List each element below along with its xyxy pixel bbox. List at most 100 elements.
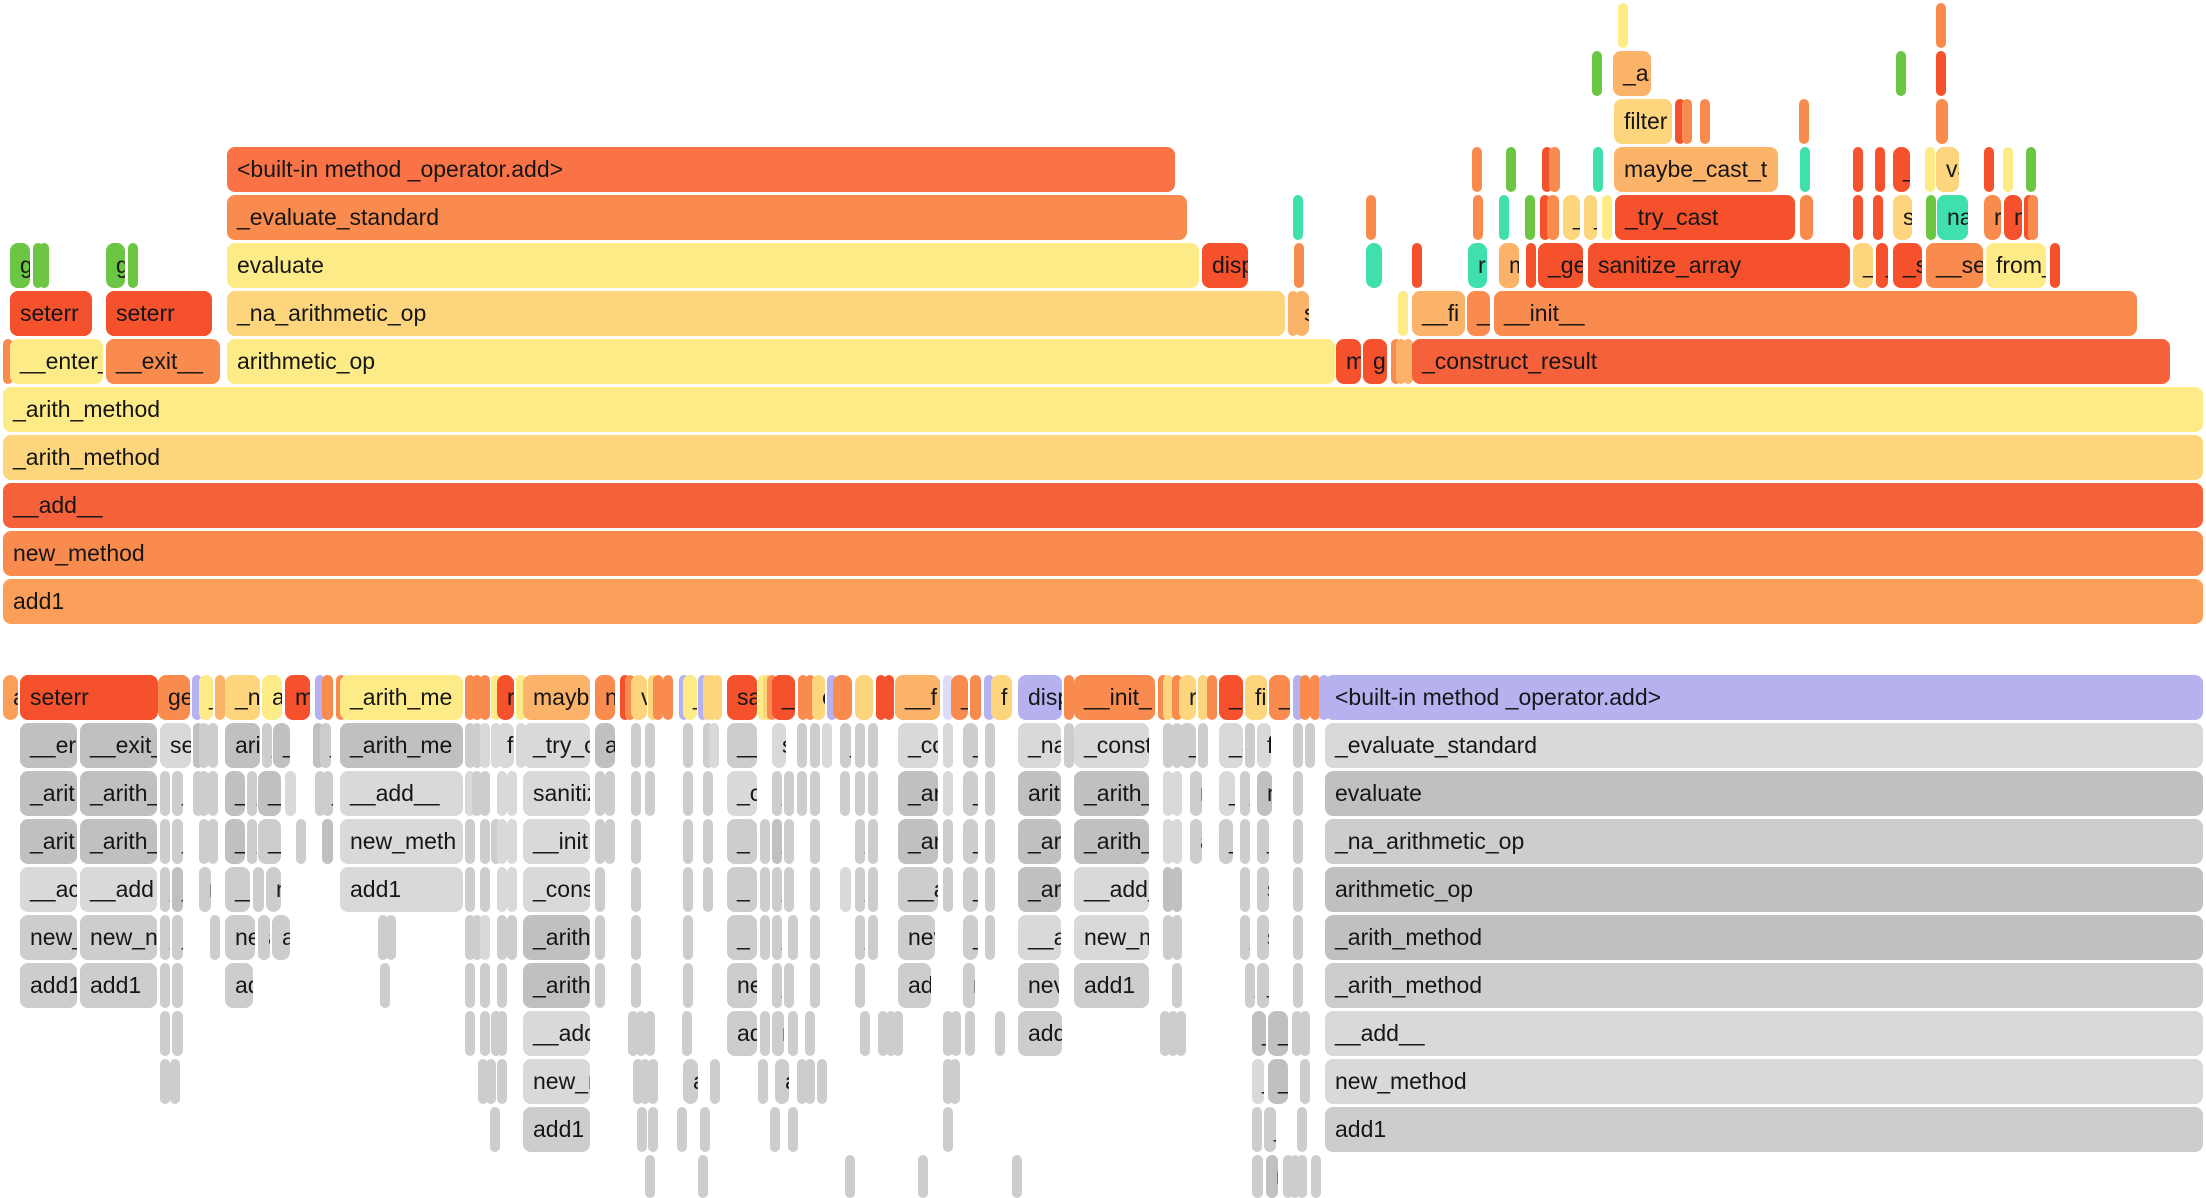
frame-add[interactable]: add <box>1018 1011 1062 1056</box>
frame-sliver[interactable] <box>703 771 713 816</box>
frame-ge[interactable]: _ge <box>1538 243 1583 288</box>
frame-sliver[interactable] <box>1412 243 1422 288</box>
frame-sliver[interactable] <box>465 819 475 864</box>
frame-r[interactable]: r <box>160 963 170 1008</box>
frame-sliver[interactable] <box>1542 147 1552 192</box>
frame-sliver[interactable] <box>770 1107 780 1152</box>
frame-sliver[interactable] <box>465 915 475 960</box>
frame-r[interactable]: r <box>1179 675 1196 720</box>
frame-sliver[interactable] <box>380 963 390 1008</box>
frame-f[interactable]: f <box>991 675 1012 720</box>
frame-sliver[interactable] <box>1936 51 1946 96</box>
frame-sliver[interactable] <box>760 915 770 960</box>
frame-const[interactable]: _const <box>1074 723 1149 768</box>
frame-ar[interactable]: _ar <box>898 819 938 864</box>
frame-a[interactable]: a <box>1252 1155 1263 1198</box>
frame-evaluate-standard[interactable]: _evaluate_standard <box>227 195 1187 240</box>
frame-sliver[interactable] <box>1172 915 1182 960</box>
frame-add1[interactable]: add1 <box>20 963 77 1008</box>
frame-built-in-method-operator-add[interactable]: <built-in method _operator.add> <box>227 147 1175 192</box>
frame-sliver[interactable] <box>296 819 306 864</box>
frame-sliver[interactable] <box>1172 723 1182 768</box>
frame-sliver[interactable] <box>1012 1155 1022 1198</box>
frame-a[interactable]: a <box>497 1059 507 1104</box>
frame-sliver[interactable] <box>478 1059 488 1104</box>
frame-sliver[interactable] <box>760 819 770 864</box>
frame-sliver[interactable] <box>1163 819 1173 864</box>
frame-sliver[interactable] <box>1472 147 1482 192</box>
frame-sliver[interactable] <box>840 867 851 912</box>
frame-sliver[interactable] <box>878 1011 888 1056</box>
frame-r[interactable]: r <box>172 963 183 1008</box>
frame-s[interactable]: s <box>772 723 786 768</box>
frame-sliver[interactable] <box>507 867 517 912</box>
frame-add[interactable]: __add__ <box>1325 1011 2203 1056</box>
frame-sliver[interactable] <box>810 723 820 768</box>
frame-nev[interactable]: nev <box>1018 963 1059 1008</box>
frame-sliver[interactable] <box>648 1059 658 1104</box>
frame-sliver[interactable] <box>199 771 209 816</box>
frame-frame[interactable]: _ <box>1467 291 1490 336</box>
frame-se[interactable]: __se <box>1926 243 1983 288</box>
frame-frame[interactable]: _ <box>772 819 782 864</box>
frame-sliver[interactable] <box>1160 1011 1170 1056</box>
frame-arithmetic-op[interactable]: arithmetic_op <box>1325 867 2203 912</box>
frame-a[interactable]: _a <box>225 819 245 864</box>
frame-se[interactable]: se <box>160 723 191 768</box>
frame-sliver[interactable] <box>1198 723 1208 768</box>
frame-frame[interactable]: _ <box>1252 1059 1264 1104</box>
frame-seterr[interactable]: seterr <box>20 675 158 720</box>
frame-sliver[interactable] <box>788 1107 798 1152</box>
frame-sliver[interactable] <box>491 723 501 768</box>
frame-sliver[interactable] <box>876 675 886 720</box>
frame-frame[interactable]: _ <box>772 963 782 1008</box>
frame-n[interactable]: n <box>2004 195 2022 240</box>
frame-sliver[interactable] <box>943 723 953 768</box>
frame-sliver[interactable] <box>985 915 995 960</box>
frame-arith[interactable]: _arith_ <box>1074 819 1149 864</box>
frame-sliver[interactable] <box>465 675 475 720</box>
frame-sliver[interactable] <box>810 771 820 816</box>
frame-sliver[interactable] <box>465 771 475 816</box>
frame-sliver[interactable] <box>1936 3 1946 48</box>
frame-ne[interactable]: ne <box>266 867 281 912</box>
frame-sliver[interactable] <box>39 243 49 288</box>
frame-r[interactable]: r <box>1468 243 1487 288</box>
frame-sliver[interactable] <box>497 915 507 960</box>
frame-sliver[interactable] <box>480 723 490 768</box>
frame-sliver[interactable] <box>2026 147 2036 192</box>
frame-sliver[interactable] <box>868 915 878 960</box>
frame-frame[interactable]: _ <box>1245 963 1255 1008</box>
frame-s[interactable]: s <box>1893 195 1912 240</box>
frame-sliver[interactable] <box>833 675 852 720</box>
frame-sliver[interactable] <box>810 915 820 960</box>
frame-sliver[interactable] <box>1293 675 1303 720</box>
frame-ac[interactable]: __ac <box>20 867 77 912</box>
frame-sliver[interactable] <box>784 867 794 912</box>
frame-sliver[interactable] <box>810 867 820 912</box>
frame-r[interactable]: r <box>1293 723 1303 768</box>
frame-sliver[interactable] <box>943 819 953 864</box>
frame-new-method[interactable]: new_method <box>1325 1059 2203 1104</box>
frame-a[interactable]: a <box>775 1059 789 1104</box>
frame-sliver[interactable] <box>868 723 878 768</box>
frame-a[interactable]: a <box>595 723 615 768</box>
frame-sliver[interactable] <box>1064 675 1074 720</box>
frame-frame[interactable]: _ <box>247 819 257 864</box>
frame-frame[interactable]: _ <box>727 819 757 864</box>
frame-sliver[interactable] <box>683 963 693 1008</box>
frame-e[interactable]: e <box>812 675 825 720</box>
frame-sliver[interactable] <box>192 675 202 720</box>
frame-sliver[interactable] <box>160 819 170 864</box>
frame-add1[interactable]: add1 <box>1074 963 1149 1008</box>
frame-ad[interactable]: ad <box>225 963 253 1008</box>
frame-f[interactable]: __f <box>895 675 940 720</box>
frame-frame[interactable]: _ <box>1563 195 1580 240</box>
frame-evaluate[interactable]: evaluate <box>1325 771 2203 816</box>
frame-sliver[interactable] <box>631 819 641 864</box>
frame-sliver[interactable] <box>645 1155 655 1198</box>
frame-a[interactable]: _a <box>1613 51 1651 96</box>
frame-na-arithmetic-op[interactable]: _na_arithmetic_op <box>1325 819 2203 864</box>
frame-arith[interactable]: _arith_ <box>1074 771 1149 816</box>
frame-try-c[interactable]: _try_c <box>523 723 590 768</box>
